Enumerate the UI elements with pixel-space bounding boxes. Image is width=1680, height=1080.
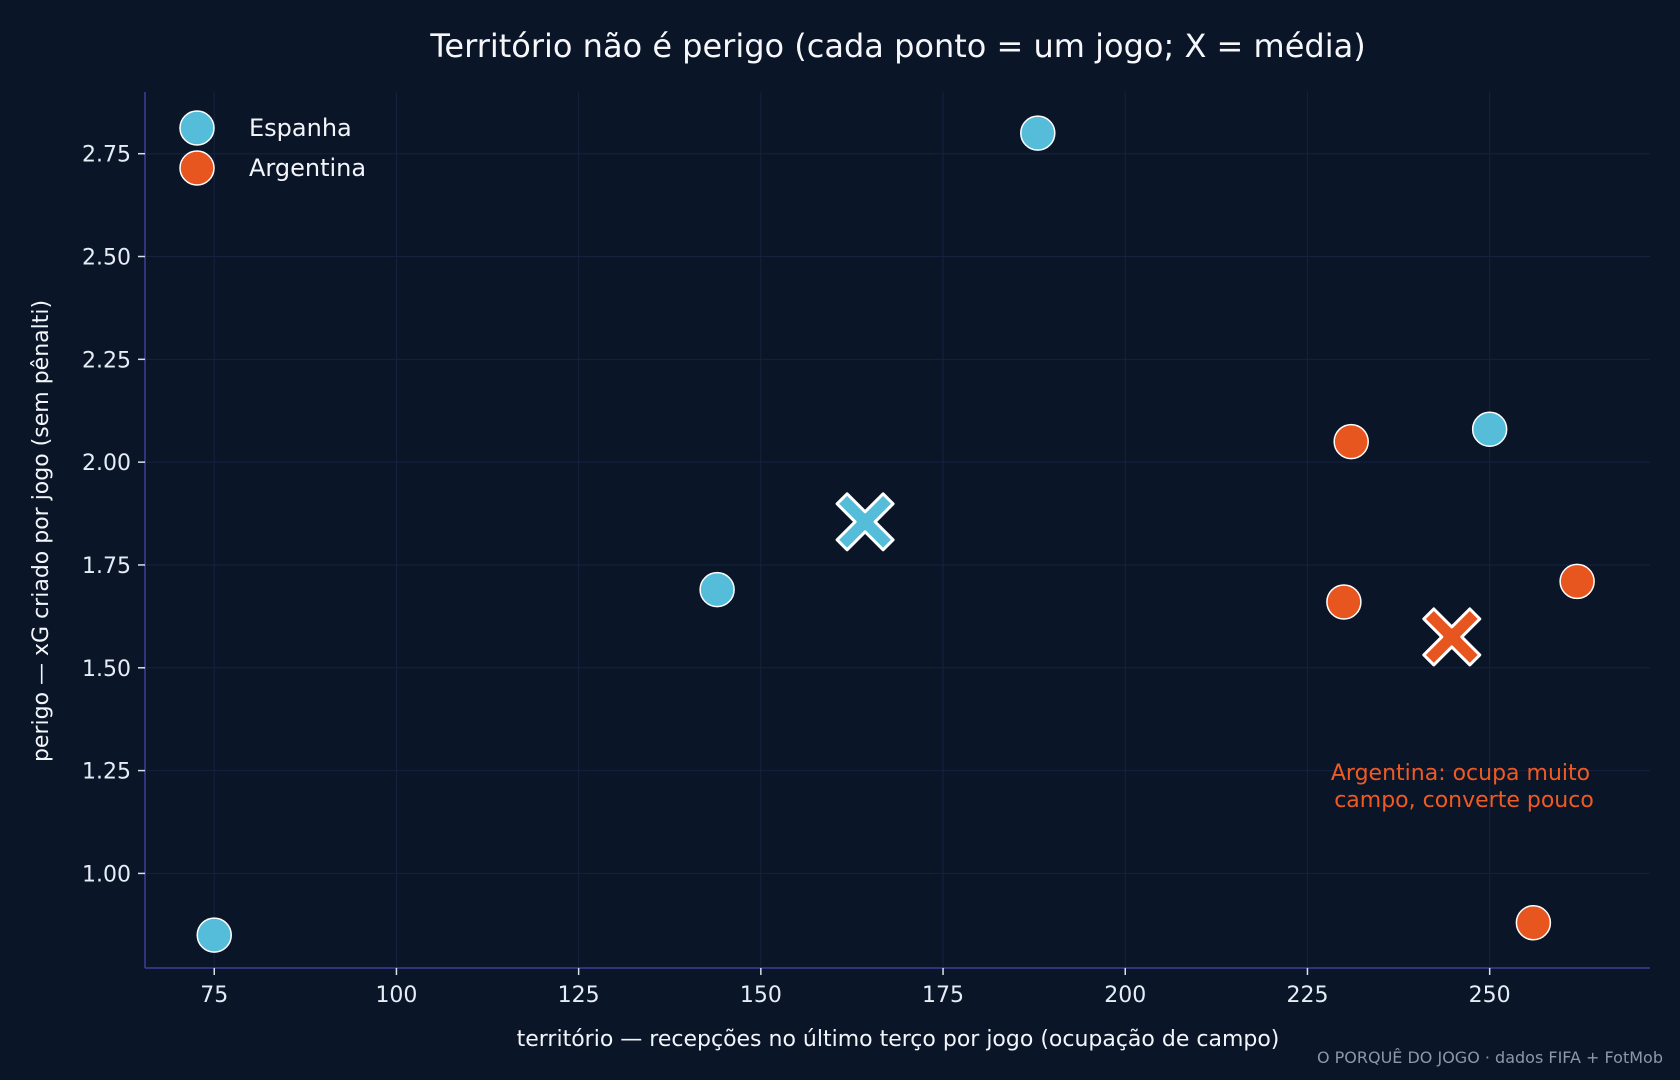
x-tick-label: 200 — [1104, 983, 1146, 1008]
y-axis-title: perigo — xG criado por jogo (sem pênalti… — [29, 300, 54, 762]
y-tick-label: 2.50 — [82, 246, 131, 271]
annotation-line-2: campo, converte pouco — [1334, 788, 1594, 813]
x-tick-label: 150 — [740, 983, 782, 1008]
source-credit: O PORQUÊ DO JOGO · dados FIFA + FotMob — [1317, 1048, 1663, 1067]
y-tick-label: 1.25 — [82, 760, 131, 785]
y-tick-label: 1.00 — [82, 862, 131, 887]
x-tick-label: 125 — [558, 983, 600, 1008]
espanha-mean-marker — [835, 492, 895, 552]
espanha-point-2 — [699, 571, 735, 608]
legend-marker-espanha — [179, 110, 215, 146]
x-tick-label: 75 — [200, 983, 228, 1008]
y-tick-label: 1.50 — [82, 657, 131, 682]
espanha-point-4 — [1471, 411, 1508, 447]
x-tick-label: 225 — [1286, 983, 1328, 1008]
y-tick-label: 2.00 — [82, 451, 131, 476]
x-tick-label: 250 — [1469, 983, 1511, 1008]
legend-label-argentina: Argentina — [249, 154, 366, 182]
y-tick-label: 2.75 — [82, 143, 131, 168]
x-tick-label: 175 — [922, 983, 964, 1008]
legend-marker-argentina — [179, 150, 215, 186]
annotation-line-1: Argentina: ocupa muito — [1331, 761, 1590, 786]
grid-layer — [145, 92, 1650, 968]
x-tick-label: 100 — [375, 983, 417, 1008]
y-tick-label: 2.25 — [82, 348, 131, 373]
espanha-point-3 — [1020, 115, 1056, 151]
argentina-point-4 — [1559, 563, 1595, 600]
axes-layer: 75 100 125 150 175 200 225 250 1.00 1.25 1.50 1.75 2… — [82, 92, 1650, 1008]
marks-layer — [196, 115, 1595, 953]
legend-label-espanha: Espanha — [249, 114, 352, 142]
argentina-mean-marker — [1422, 607, 1482, 667]
y-tick-label: 1.75 — [82, 554, 131, 579]
legend: Espanha Argentina — [179, 110, 366, 186]
annotation-text: Argentina: ocupa muito campo, converte p… — [1331, 761, 1597, 813]
argentina-point-1 — [1326, 584, 1362, 620]
chart-title: Território não é perigo (cada ponto = um… — [429, 27, 1365, 65]
espanha-point-1 — [196, 917, 232, 953]
argentina-point-3 — [1515, 905, 1552, 941]
x-axis-title: território — recepções no último terço p… — [517, 1027, 1280, 1052]
argentina-point-2 — [1333, 423, 1369, 460]
